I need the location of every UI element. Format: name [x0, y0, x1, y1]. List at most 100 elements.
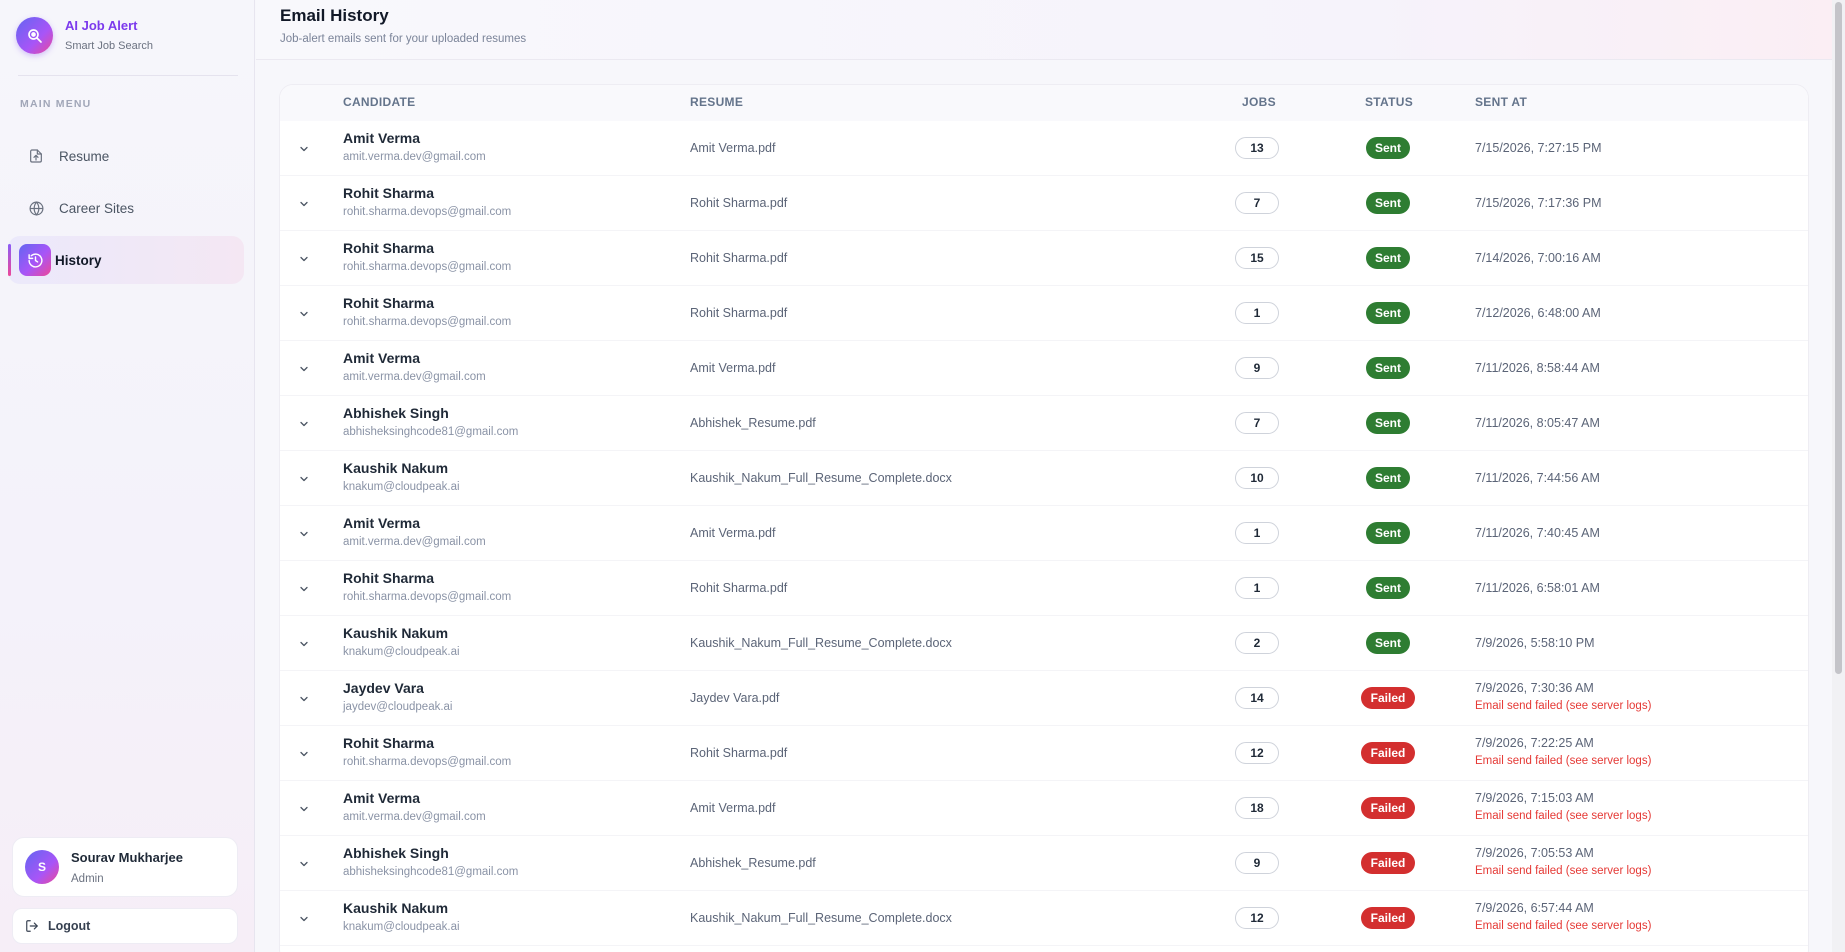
chevron-down-icon[interactable]: [294, 469, 314, 489]
sent-at-timestamp: 7/9/2026, 7:30:36 AM: [1475, 681, 1594, 695]
jobs-count-badge: 7: [1235, 412, 1279, 434]
user-card[interactable]: S Sourav Mukharjee Admin: [12, 837, 238, 897]
history-icon: [19, 244, 51, 276]
sidebar-nav: Resume Career Sites History: [8, 132, 244, 288]
sidebar-item-resume[interactable]: Resume: [8, 132, 244, 180]
brand-subtitle: Smart Job Search: [65, 40, 154, 52]
menu-caption: MAIN MENU: [20, 98, 92, 110]
jobs-count-badge: 14: [1235, 687, 1279, 709]
status-badge: Failed: [1361, 852, 1415, 874]
table-row[interactable]: Amit Verma amit.verma.dev@gmail.com Amit V…: [280, 121, 1808, 176]
candidate-email: jaydev@cloudpeak.ai: [343, 701, 453, 713]
sidebar-item-history[interactable]: History: [8, 236, 244, 284]
table-row[interactable]: Rohit Sharma rohit.sharma.devops@gmail.co…: [280, 561, 1808, 616]
chevron-down-icon[interactable]: [294, 359, 314, 379]
table-row[interactable]: Amit Verma amit.verma.dev@gmail.com Amit V…: [280, 506, 1808, 561]
candidate-name: Abhishek Singh: [343, 405, 449, 421]
table-row[interactable]: Rohit Sharma rohit.sharma.devops@gmail.co…: [280, 726, 1808, 781]
chevron-down-icon[interactable]: [294, 799, 314, 819]
table-row[interactable]: Kaushik Nakum knakum@cloudpeak.ai Kaushik_…: [280, 451, 1808, 506]
table-row[interactable]: Amit Verma amit.verma.dev@gmail.com Amit V…: [280, 341, 1808, 396]
column-header-jobs[interactable]: JOBS: [1242, 95, 1276, 109]
candidate-email: amit.verma.dev@gmail.com: [343, 371, 486, 383]
chevron-down-icon[interactable]: [294, 414, 314, 434]
table-row[interactable]: Abhishek Singh abhisheksinghcode81@gmail.…: [280, 396, 1808, 451]
chevron-down-icon[interactable]: [294, 524, 314, 544]
candidate-name: Rohit Sharma: [343, 295, 435, 311]
sent-at-timestamp: 7/11/2026, 7:44:56 AM: [1475, 471, 1600, 485]
table-row[interactable]: Kaushik Nakum knakum@cloudpeak.ai Kaushik_…: [280, 891, 1808, 946]
column-header-resume[interactable]: RESUME: [690, 95, 744, 109]
sent-at-timestamp: 7/15/2026, 7:17:36 PM: [1475, 196, 1602, 210]
error-message: Email send failed (see server logs): [1475, 700, 1652, 712]
table-row[interactable]: Rohit Sharma rohit.sharma.devops@gmail.co…: [280, 231, 1808, 286]
error-message: Email send failed (see server logs): [1475, 755, 1652, 767]
user-name: Sourav Mukharjee: [71, 849, 183, 865]
candidate-cell: Rohit Sharma rohit.sharma.devops@gmail.co…: [343, 240, 511, 273]
resume-filename: Rohit Sharma.pdf: [690, 581, 788, 595]
sent-at-timestamp: 7/12/2026, 6:48:00 AM: [1475, 306, 1601, 320]
candidate-cell: Amit Verma amit.verma.dev@gmail.com: [343, 130, 486, 163]
chevron-down-icon[interactable]: [294, 854, 314, 874]
candidate-cell: Kaushik Nakum knakum@cloudpeak.ai: [343, 460, 460, 493]
sidebar-item-label: Career Sites: [59, 200, 135, 216]
chevron-down-icon[interactable]: [294, 249, 314, 269]
sent-at-cell: 7/11/2026, 7:40:45 AM: [1475, 526, 1600, 540]
scrollbar-thumb[interactable]: [1835, 2, 1842, 674]
sidebar-item-label: History: [55, 252, 102, 268]
page-title: Email History: [280, 6, 389, 25]
status-badge: Failed: [1361, 687, 1415, 709]
jobs-count-badge: 7: [1235, 192, 1279, 214]
table-row[interactable]: Amit Verma amit.verma.dev@gmail.com Amit V…: [280, 781, 1808, 836]
candidate-name: Amit Verma: [343, 130, 421, 146]
candidate-name: Kaushik Nakum: [343, 460, 449, 476]
chevron-down-icon[interactable]: [294, 744, 314, 764]
table-row[interactable]: Rohit Sharma rohit.sharma.devops@gmail.co…: [280, 176, 1808, 231]
error-message: Email send failed (see server logs): [1475, 810, 1652, 822]
jobs-count-badge: 1: [1235, 302, 1279, 324]
chevron-down-icon[interactable]: [294, 579, 314, 599]
chevron-down-icon[interactable]: [294, 689, 314, 709]
candidate-email: amit.verma.dev@gmail.com: [343, 811, 486, 823]
page-scrollbar[interactable]: [1832, 0, 1845, 952]
sent-at-cell: 7/9/2026, 7:22:25 AM Email send failed (s…: [1475, 736, 1651, 767]
candidate-cell: Rohit Sharma rohit.sharma.devops@gmail.co…: [343, 295, 511, 328]
sent-at-cell: 7/9/2026, 7:30:36 AM Email send failed (s…: [1475, 681, 1651, 712]
jobs-count-badge: 18: [1235, 797, 1279, 819]
table-row[interactable]: Rohit Sharma rohit.sharma.devops@gmail.co…: [280, 286, 1808, 341]
status-badge: Failed: [1361, 797, 1415, 819]
sent-at-cell: 7/15/2026, 7:17:36 PM: [1475, 196, 1601, 210]
candidate-name: Amit Verma: [343, 790, 421, 806]
brand[interactable]: AI Job Alert Smart Job Search: [16, 17, 153, 54]
sent-at-timestamp: 7/9/2026, 7:22:25 AM: [1475, 736, 1594, 750]
chevron-down-icon[interactable]: [294, 194, 314, 214]
table-row[interactable]: Kaushik Nakum knakum@cloudpeak.ai Kaushik_…: [280, 616, 1808, 671]
candidate-email: amit.verma.dev@gmail.com: [343, 536, 486, 548]
logout-button[interactable]: Logout: [12, 908, 238, 944]
candidate-name: Amit Verma: [343, 515, 421, 531]
chevron-down-icon[interactable]: [294, 634, 314, 654]
chevron-down-icon[interactable]: [294, 304, 314, 324]
sidebar-item-career-sites[interactable]: Career Sites: [8, 184, 244, 232]
column-header-candidate[interactable]: CANDIDATE: [343, 95, 416, 109]
logout-label: Logout: [48, 919, 91, 933]
status-badge: Failed: [1361, 742, 1415, 764]
table-row[interactable]: Abhishek Singh abhisheksinghcode81@gmail.…: [280, 836, 1808, 891]
status-badge: Sent: [1366, 302, 1410, 324]
candidate-email: abhisheksinghcode81@gmail.com: [343, 866, 519, 878]
candidate-email: rohit.sharma.devops@gmail.com: [343, 316, 512, 328]
candidate-name: Kaushik Nakum: [343, 900, 449, 916]
candidate-email: amit.verma.dev@gmail.com: [343, 151, 486, 163]
user-role: Admin: [71, 872, 104, 885]
column-header-status[interactable]: STATUS: [1365, 95, 1414, 109]
status-badge: Sent: [1366, 467, 1410, 489]
table-row[interactable]: Jaydev Vara jaydev@cloudpeak.ai Jaydev Var…: [280, 671, 1808, 726]
status-badge: Sent: [1366, 192, 1410, 214]
resume-filename: Amit Verma.pdf: [690, 526, 776, 540]
candidate-email: rohit.sharma.devops@gmail.com: [343, 591, 512, 603]
column-header-sent-at[interactable]: SENT AT: [1475, 95, 1528, 109]
sent-at-timestamp: 7/9/2026, 7:15:03 AM: [1475, 791, 1594, 805]
candidate-cell: Rohit Sharma rohit.sharma.devops@gmail.co…: [343, 735, 511, 768]
chevron-down-icon[interactable]: [294, 139, 314, 159]
chevron-down-icon[interactable]: [294, 909, 314, 929]
